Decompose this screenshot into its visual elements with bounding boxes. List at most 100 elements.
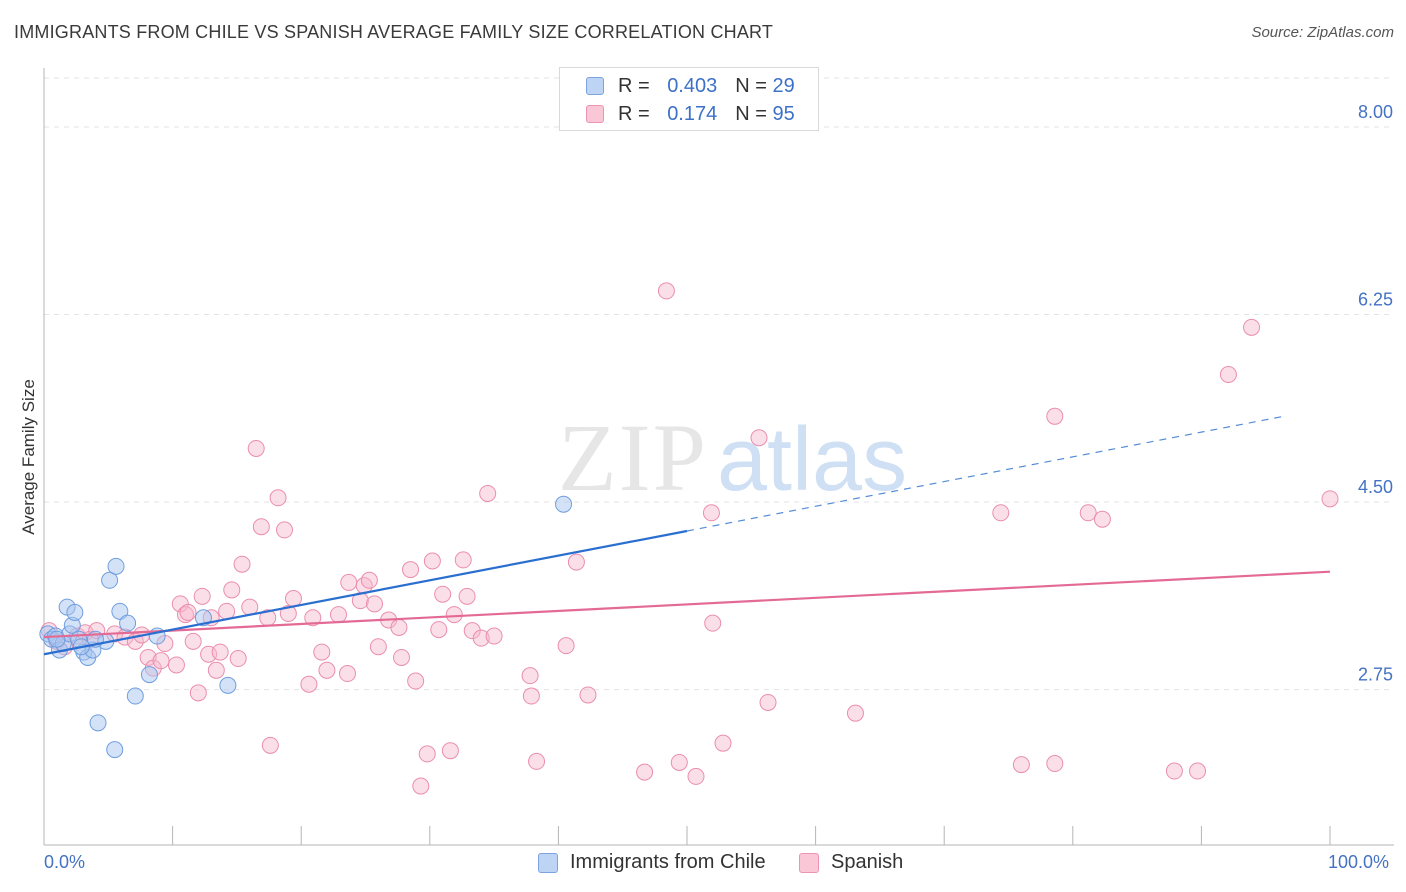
legend-r-value-spanish: 0.174 — [667, 102, 718, 125]
legend-r-label: R = — [618, 74, 650, 97]
bottom-legend-label-chile: Immigrants from Chile — [570, 851, 766, 873]
spanish-point — [434, 585, 452, 603]
spanish-point — [1012, 756, 1030, 774]
y-tick-label: 8.00 — [1358, 102, 1393, 122]
spanish-point — [759, 693, 777, 711]
spanish-point — [229, 650, 247, 668]
chile-points — [39, 495, 573, 759]
x-tick-label-max: 100.0% — [1328, 852, 1390, 872]
spanish-point — [657, 282, 675, 300]
bottom-legend-swatch-spanish — [799, 852, 819, 873]
spanish-point — [846, 704, 864, 722]
spanish-trend-line — [43, 570, 1331, 639]
spanish-point — [1189, 762, 1207, 780]
spanish-point — [340, 573, 358, 591]
spanish-point — [1046, 407, 1064, 425]
spanish-point — [313, 643, 331, 661]
y-tick-label: 4.50 — [1358, 477, 1393, 497]
spanish-point — [521, 667, 539, 685]
spanish-point — [211, 643, 229, 661]
legend-r-value-chile: 0.403 — [667, 74, 718, 97]
source-label: Source: ZipAtlas.com — [1251, 24, 1394, 41]
spanish-point — [360, 571, 378, 589]
spanish-point — [445, 606, 463, 624]
spanish-point — [338, 665, 356, 683]
spanish-point — [139, 648, 157, 666]
spanish-point — [252, 518, 270, 536]
spanish-point — [458, 587, 476, 605]
spanish-point — [275, 521, 293, 539]
spanish-point — [1321, 490, 1339, 508]
spanish-point — [528, 752, 546, 770]
spanish-point — [393, 648, 411, 666]
chart-title: IMMIGRANTS FROM CHILE VS SPANISH AVERAGE… — [14, 22, 774, 42]
spanish-point — [366, 595, 384, 613]
spanish-point — [423, 552, 441, 570]
spanish-point — [687, 767, 705, 785]
spanish-point — [279, 605, 297, 623]
spanish-point — [472, 629, 490, 647]
legend-n-label: N = — [735, 74, 767, 97]
chile-point — [119, 614, 137, 632]
trend-lines — [43, 415, 1331, 656]
bottom-legend-chile: Immigrants from Chile — [538, 851, 766, 874]
chile-point — [111, 602, 129, 620]
spanish-point — [184, 632, 202, 650]
chile-point — [106, 741, 124, 759]
legend-n-value-chile: 29 — [772, 74, 795, 97]
bottom-legend-swatch-chile — [538, 852, 558, 873]
legend-swatch-chile — [586, 77, 604, 95]
spanish-point — [1219, 366, 1237, 384]
spanish-point — [670, 753, 688, 771]
watermark-zip: ZIP — [558, 404, 708, 511]
spanish-point — [269, 489, 287, 507]
spanish-point — [189, 684, 207, 702]
spanish-point — [247, 439, 265, 457]
bottom-legend-spanish: Spanish — [799, 851, 903, 874]
spanish-point — [485, 627, 503, 645]
spanish-point — [1243, 318, 1261, 336]
spanish-point — [318, 661, 336, 679]
spanish-point — [1079, 504, 1097, 522]
legend-n-value-spanish: 95 — [772, 102, 795, 125]
chile-point — [555, 495, 573, 513]
spanish-point — [479, 484, 497, 502]
spanish-point — [454, 551, 472, 569]
correlation-legend: R = 0.403 N = 29 R = 0.174 N = 95 — [559, 67, 819, 131]
y-tick-label: 6.25 — [1358, 289, 1393, 309]
x-tick-label-min: 0.0% — [44, 852, 86, 872]
spanish-point — [207, 661, 225, 679]
spanish-point — [284, 590, 302, 608]
chile-point — [107, 557, 125, 575]
spanish-point — [702, 504, 720, 522]
chile-point — [126, 687, 144, 705]
chile-point — [140, 666, 158, 684]
spanish-point — [557, 637, 575, 655]
spanish-point — [522, 687, 540, 705]
spanish-point — [193, 587, 211, 605]
spanish-point — [441, 742, 459, 760]
y-tick-label: 2.75 — [1358, 665, 1393, 685]
legend-row-chile: R = 0.403 N = 29 — [560, 72, 795, 100]
spanish-point — [402, 561, 420, 579]
y-tick-labels: 2.75 4.50 6.25 8.00 — [1358, 102, 1393, 685]
spanish-point — [636, 763, 654, 781]
spanish-point — [218, 602, 236, 620]
chile-trend-extension — [686, 415, 1284, 532]
spanish-point — [412, 777, 430, 795]
spanish-point — [1046, 755, 1064, 773]
spanish-point — [152, 652, 170, 670]
spanish-point — [390, 618, 408, 636]
spanish-point — [223, 581, 241, 599]
spanish-point — [304, 609, 322, 627]
legend-swatch-spanish — [586, 105, 604, 123]
spanish-point — [714, 734, 732, 752]
legend-row-spanish: R = 0.174 N = 95 — [560, 100, 795, 128]
spanish-point — [567, 553, 585, 571]
spanish-point — [1093, 510, 1111, 528]
spanish-point — [369, 638, 387, 656]
chile-point — [89, 714, 107, 732]
legend-r-label: R = — [618, 102, 650, 125]
x-ticks — [43, 826, 1331, 845]
